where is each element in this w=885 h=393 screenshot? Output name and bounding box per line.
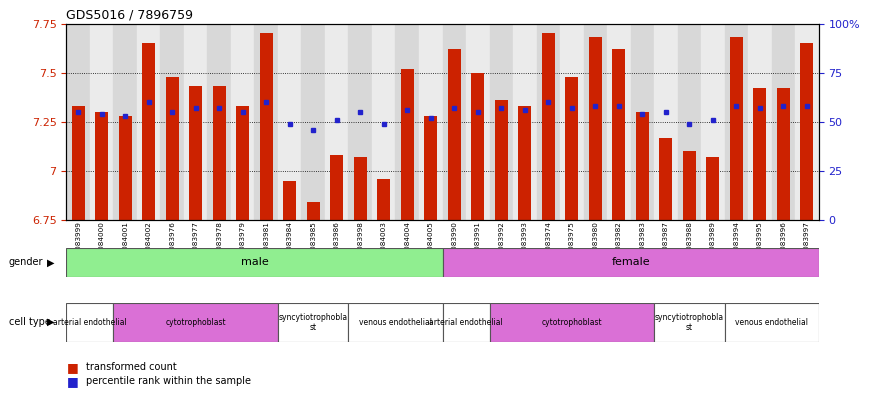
- Bar: [442, 24, 466, 220]
- Bar: [607, 24, 630, 220]
- Bar: [513, 24, 536, 220]
- Bar: [424, 116, 437, 220]
- Text: ■: ■: [66, 361, 78, 374]
- Bar: [772, 24, 795, 220]
- Bar: [189, 86, 202, 220]
- Bar: [777, 88, 789, 220]
- Bar: [678, 24, 701, 220]
- Bar: [472, 73, 484, 220]
- Bar: [542, 33, 555, 220]
- Bar: [635, 112, 649, 220]
- Bar: [113, 303, 278, 342]
- Bar: [683, 151, 696, 220]
- Bar: [566, 77, 578, 220]
- Bar: [442, 248, 819, 277]
- Bar: [748, 24, 772, 220]
- Bar: [442, 303, 489, 342]
- Bar: [706, 157, 720, 220]
- Text: cell type: cell type: [9, 317, 50, 327]
- Text: transformed count: transformed count: [86, 362, 177, 373]
- Bar: [448, 49, 461, 220]
- Text: arterial endothelial: arterial endothelial: [53, 318, 127, 327]
- Bar: [725, 303, 819, 342]
- Bar: [795, 24, 819, 220]
- Bar: [725, 24, 748, 220]
- Bar: [730, 37, 743, 220]
- Bar: [489, 24, 513, 220]
- Text: male: male: [241, 257, 268, 267]
- Bar: [419, 24, 442, 220]
- Bar: [160, 24, 184, 220]
- Bar: [701, 24, 725, 220]
- Bar: [349, 303, 442, 342]
- Bar: [165, 77, 179, 220]
- Bar: [630, 24, 654, 220]
- Bar: [377, 179, 390, 220]
- Bar: [278, 24, 302, 220]
- Bar: [519, 106, 531, 220]
- Bar: [259, 33, 273, 220]
- Bar: [283, 181, 296, 220]
- Bar: [401, 69, 413, 220]
- Bar: [113, 24, 137, 220]
- Text: female: female: [612, 257, 650, 267]
- Text: ■: ■: [66, 375, 78, 388]
- Bar: [560, 24, 583, 220]
- Bar: [583, 24, 607, 220]
- Bar: [800, 43, 813, 220]
- Text: ▶: ▶: [47, 257, 54, 267]
- Bar: [255, 24, 278, 220]
- Bar: [589, 37, 602, 220]
- Bar: [236, 106, 250, 220]
- Bar: [396, 24, 419, 220]
- Bar: [354, 157, 366, 220]
- Bar: [212, 86, 226, 220]
- Bar: [72, 106, 85, 220]
- Text: venous endothelial: venous endothelial: [359, 318, 432, 327]
- Bar: [612, 49, 626, 220]
- Bar: [307, 202, 319, 220]
- Bar: [231, 24, 255, 220]
- Bar: [349, 24, 372, 220]
- Bar: [325, 24, 349, 220]
- Bar: [372, 24, 396, 220]
- Bar: [654, 303, 725, 342]
- Bar: [137, 24, 160, 220]
- Text: venous endothelial: venous endothelial: [735, 318, 808, 327]
- Bar: [66, 24, 90, 220]
- Bar: [654, 24, 678, 220]
- Bar: [66, 248, 442, 277]
- Text: GDS5016 / 7896759: GDS5016 / 7896759: [66, 8, 194, 21]
- Text: ▶: ▶: [47, 317, 54, 327]
- Text: syncytiotrophobla
st: syncytiotrophobla st: [279, 312, 348, 332]
- Bar: [142, 43, 155, 220]
- Bar: [184, 24, 207, 220]
- Bar: [207, 24, 231, 220]
- Bar: [302, 24, 325, 220]
- Bar: [96, 112, 108, 220]
- Text: gender: gender: [9, 257, 43, 267]
- Text: arterial endothelial: arterial endothelial: [429, 318, 503, 327]
- Text: cytotrophoblast: cytotrophoblast: [542, 318, 602, 327]
- Bar: [278, 303, 349, 342]
- Bar: [489, 303, 654, 342]
- Bar: [90, 24, 113, 220]
- Bar: [119, 116, 132, 220]
- Bar: [466, 24, 489, 220]
- Text: cytotrophoblast: cytotrophoblast: [165, 318, 226, 327]
- Text: syncytiotrophobla
st: syncytiotrophobla st: [655, 312, 724, 332]
- Bar: [66, 303, 113, 342]
- Bar: [753, 88, 766, 220]
- Bar: [659, 138, 673, 220]
- Bar: [536, 24, 560, 220]
- Text: percentile rank within the sample: percentile rank within the sample: [86, 376, 250, 386]
- Bar: [330, 155, 343, 220]
- Bar: [495, 100, 508, 220]
